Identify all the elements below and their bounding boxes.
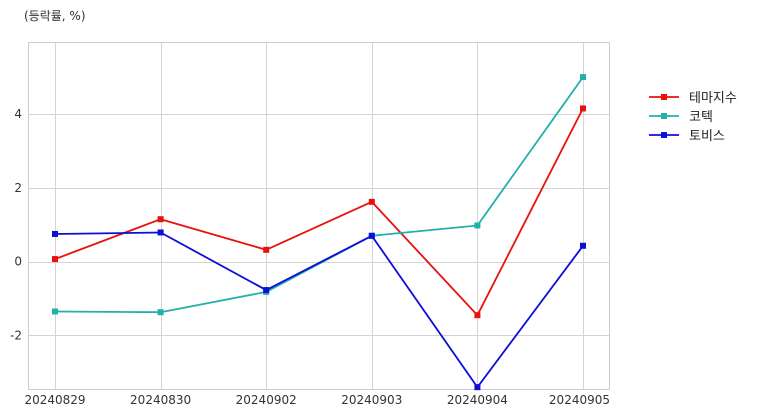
legend-label: 테마지수 — [689, 91, 737, 106]
series-group — [52, 74, 586, 391]
data-point — [580, 105, 586, 112]
y-tick-label: 2 — [14, 181, 22, 195]
data-point — [474, 222, 481, 229]
y-tick-label: 4 — [14, 107, 22, 121]
series-3 — [52, 229, 586, 391]
x-tick-label: 20240903 — [341, 393, 402, 407]
data-point — [157, 229, 164, 236]
y-tick-label: -2 — [10, 328, 22, 342]
legend-marker — [661, 132, 667, 138]
data-point — [580, 242, 586, 249]
data-point — [263, 287, 270, 294]
x-tick-label: 20240829 — [24, 393, 85, 407]
x-tick-label: 20240902 — [236, 393, 297, 407]
series-1 — [52, 105, 586, 319]
data-point — [368, 198, 375, 205]
x-tick-label: 20240904 — [447, 393, 508, 407]
data-point — [263, 246, 270, 253]
legend-marker — [661, 113, 667, 119]
data-point — [368, 232, 375, 239]
data-point — [52, 256, 58, 263]
series-line — [54, 231, 584, 389]
unit-label: (등락률, %) — [24, 9, 86, 23]
data-point — [52, 308, 58, 315]
data-point — [157, 309, 164, 316]
legend-label: 코텍 — [689, 110, 713, 125]
x-axis: 20240829 20240830 20240902 20240903 20240904… — [24, 393, 610, 407]
series-line — [54, 76, 584, 314]
legend-label: 토비스 — [689, 129, 725, 144]
data-point — [474, 384, 481, 391]
legend-item[interactable]: 코텍 — [649, 110, 713, 125]
x-tick-label: 20240830 — [130, 393, 191, 407]
y-axis: -2 0 2 4 — [10, 107, 22, 342]
legend-item[interactable]: 테마지수 — [649, 91, 737, 106]
series-2 — [52, 74, 586, 316]
legend-item[interactable]: 토비스 — [649, 129, 725, 144]
x-tick-label: 20240905 — [549, 393, 610, 407]
series-line — [54, 107, 584, 317]
data-point — [157, 216, 164, 223]
y-tick-label: 0 — [14, 255, 22, 269]
data-point — [52, 230, 58, 237]
grid — [28, 42, 609, 389]
data-point — [580, 74, 586, 81]
plot-area-border — [28, 42, 610, 390]
legend-marker — [661, 94, 667, 100]
data-point — [474, 312, 481, 319]
